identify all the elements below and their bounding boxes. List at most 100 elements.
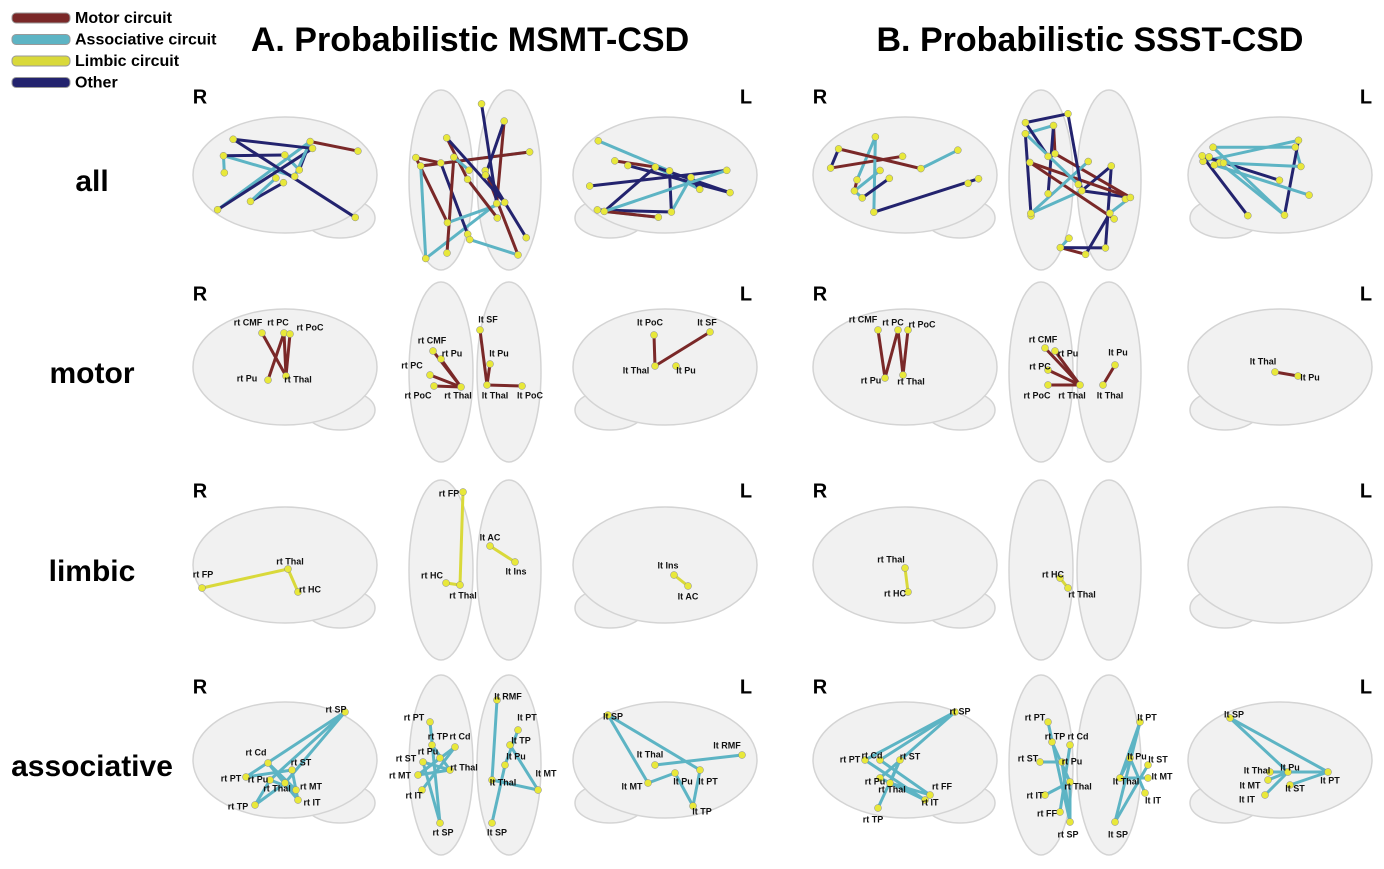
node-label: lt SP (487, 827, 507, 837)
brain-outline (1188, 507, 1372, 628)
side-label: R (193, 480, 208, 502)
node-label: rt PC (401, 360, 423, 370)
node (291, 173, 298, 180)
node-label: lt Pu (673, 776, 693, 786)
node-label: lt PT (1320, 775, 1340, 785)
node-label: rt SP (1057, 829, 1078, 839)
node (594, 206, 601, 213)
node-label: rt Thal (897, 376, 925, 386)
node (1292, 144, 1299, 151)
node (854, 176, 861, 183)
node-label: lt PoC (517, 390, 543, 400)
node (214, 206, 221, 213)
legend-swatch (12, 35, 70, 45)
node (437, 159, 444, 166)
node-label: lt SP (603, 711, 623, 721)
node (412, 154, 419, 161)
node-label: lt AC (480, 532, 501, 542)
node (586, 183, 593, 190)
node (287, 331, 294, 338)
node (450, 154, 457, 161)
legend-label: Motor circuit (75, 10, 173, 27)
node-label: lt Thal (1250, 356, 1277, 366)
node (1220, 159, 1227, 166)
node (1276, 177, 1283, 184)
node (515, 727, 522, 734)
node-label: rt Cd (862, 750, 883, 760)
side-label: L (740, 283, 752, 305)
legend-label: Limbic circuit (75, 53, 180, 70)
cerebrum (573, 702, 757, 818)
brain-outline (193, 117, 377, 238)
node (295, 797, 302, 804)
node (221, 169, 228, 176)
cerebrum (813, 117, 997, 233)
node-label: rt Thal (284, 374, 312, 384)
node-label: rt Pu (1062, 756, 1083, 766)
node-label: rt PoC (1024, 390, 1052, 400)
node (431, 383, 438, 390)
node-label: rt Thal (1068, 589, 1096, 599)
node (851, 187, 858, 194)
node-label: lt MT (1152, 771, 1173, 781)
node-label: lt Thal (623, 365, 650, 375)
node-label: lt Thal (637, 749, 664, 759)
cerebrum (193, 702, 377, 818)
node-label: lt MT (622, 781, 643, 791)
node (501, 199, 508, 206)
node (624, 162, 631, 169)
node (1265, 777, 1272, 784)
node-label: lt IT (1145, 795, 1161, 805)
node (975, 175, 982, 182)
node (917, 165, 924, 172)
node (523, 234, 530, 241)
node (519, 383, 526, 390)
node (1211, 161, 1218, 168)
node (652, 164, 659, 171)
node (595, 137, 602, 144)
node (457, 582, 464, 589)
node-label: rt Cd (450, 731, 471, 741)
node-label: rt CMF (1029, 334, 1058, 344)
node-label: rt HC (421, 570, 443, 580)
node-label: rt PC (1029, 361, 1051, 371)
node-label: lt PT (1137, 712, 1157, 722)
node (512, 559, 519, 566)
node-label: rt PT (404, 712, 425, 722)
figure: Motor circuitAssociative circuitLimbic c… (0, 0, 1384, 869)
node (1206, 153, 1213, 160)
node-label: rt ST (396, 753, 417, 763)
node (1082, 251, 1089, 258)
node (422, 255, 429, 262)
node-label: lt RMF (494, 691, 522, 701)
node (526, 148, 533, 155)
node (1108, 162, 1115, 169)
brain-outline (1009, 282, 1141, 462)
node-label: rt HC (299, 584, 321, 594)
node (965, 180, 972, 187)
cerebrum (1188, 507, 1372, 623)
node-label: lt ST (1148, 754, 1168, 764)
node-label: lt TP (692, 806, 712, 816)
node (1112, 362, 1119, 369)
node (199, 585, 206, 592)
node (293, 787, 300, 794)
node (281, 151, 288, 158)
node (280, 179, 287, 186)
node-label: rt PoC (405, 390, 433, 400)
node (1297, 163, 1304, 170)
node (252, 802, 259, 809)
node (651, 332, 658, 339)
node-label: rt ST (291, 757, 312, 767)
node (487, 543, 494, 550)
node (437, 820, 444, 827)
node (1100, 382, 1107, 389)
node (696, 186, 703, 193)
node-label: rt PC (882, 317, 904, 327)
node-label: rt Cd (246, 747, 267, 757)
node-label: lt Thal (1244, 765, 1271, 775)
node-label: lt Thal (490, 777, 517, 787)
row-label: all (75, 165, 108, 198)
node-label: lt PT (517, 712, 537, 722)
edge (654, 335, 655, 366)
